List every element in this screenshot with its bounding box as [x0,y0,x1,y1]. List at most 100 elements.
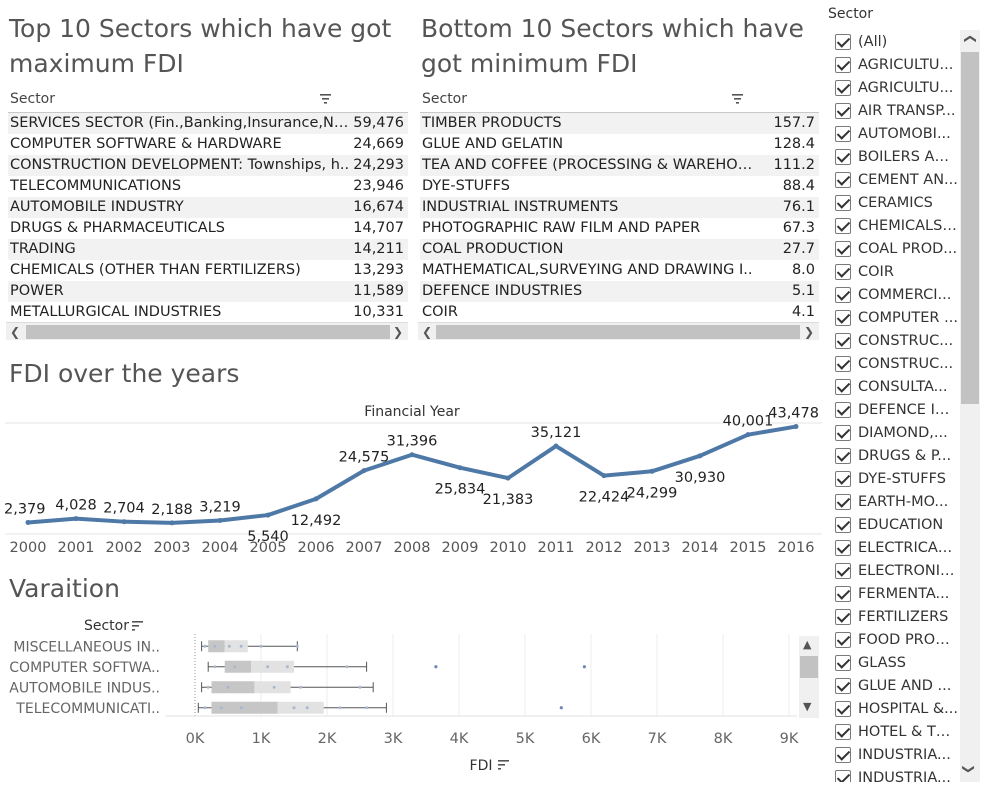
scroll-thumb[interactable] [26,325,390,339]
checkbox-checked-icon[interactable] [835,493,851,510]
sector-filter-item[interactable]: DIAMOND,... [832,421,960,444]
sector-filter-item[interactable]: AIR TRANSP... [832,99,960,122]
table-row[interactable]: AUTOMOBILE INDUSTRY 16,674 [8,197,408,218]
checkbox-checked-icon[interactable] [835,769,851,782]
table-row[interactable]: GLUE AND GELATIN 128.4 [420,134,819,155]
checkbox-checked-icon[interactable] [835,309,851,326]
table-row[interactable]: TELECOMMUNICATIONS 23,946 [8,176,408,197]
top-table-sector-header[interactable]: Sector [10,91,56,107]
table-row[interactable]: METALLURGICAL INDUSTRIES 10,331 [8,302,408,323]
checkbox-checked-icon[interactable] [835,470,851,487]
checkbox-checked-icon[interactable] [835,516,851,533]
scroll-down-icon[interactable]: ❯ [962,763,977,775]
sector-filter-item[interactable]: DEFENCE IN... [832,398,960,421]
table-row[interactable]: DYE-STUFFS 88.4 [420,176,819,197]
sector-filter-item[interactable]: ELECTRONICS [832,559,960,582]
sector-filter-item[interactable]: BOILERS AN... [832,145,960,168]
table-row[interactable]: POWER 11,589 [8,281,408,302]
sort-icon[interactable] [732,93,744,105]
sector-filter-item[interactable]: CONSULTA... [832,375,960,398]
checkbox-checked-icon[interactable] [835,378,851,395]
bottom-table-sector-header[interactable]: Sector [422,91,468,107]
sector-filter-item[interactable]: COIR [832,260,960,283]
table-row[interactable]: DEFENCE INDUSTRIES 5.1 [420,281,819,302]
checkbox-checked-icon[interactable] [835,608,851,625]
checkbox-checked-icon[interactable] [835,723,851,740]
sector-filter-item[interactable]: CONSTRUC... [832,352,960,375]
sector-filter-item[interactable]: CEMENT AN... [832,168,960,191]
table-row[interactable]: TIMBER PRODUCTS 157.7 [420,113,819,134]
sector-filter-item[interactable]: (All) [832,30,960,53]
top-table-hscroll[interactable]: ❮ ❯ [6,322,408,340]
checkbox-checked-icon[interactable] [835,654,851,671]
sector-filter-item[interactable]: AGRICULTU... [832,53,960,76]
checkbox-checked-icon[interactable] [835,677,851,694]
table-row[interactable]: CONSTRUCTION DEVELOPMENT: Townships, h..… [8,155,408,176]
sector-filter-item[interactable]: CERAMICS [832,191,960,214]
checkbox-checked-icon[interactable] [835,539,851,556]
sector-filter-item[interactable]: HOTEL & TO... [832,720,960,743]
sector-filter-item[interactable]: COMMERCI... [832,283,960,306]
sector-filter-item[interactable]: AGRICULTU... [832,76,960,99]
table-row[interactable]: CHEMICALS (OTHER THAN FERTILIZERS) 13,293 [8,260,408,281]
sort-icon[interactable] [320,93,332,105]
checkbox-checked-icon[interactable] [835,562,851,579]
checkbox-checked-icon[interactable] [835,240,851,257]
scroll-left-icon[interactable]: ❮ [422,325,433,339]
checkbox-checked-icon[interactable] [835,401,851,418]
checkbox-checked-icon[interactable] [835,286,851,303]
sector-filter-item[interactable]: AUTOMOBI... [832,122,960,145]
sector-filter-item[interactable]: ELECTRICAL... [832,536,960,559]
checkbox-checked-icon[interactable] [835,746,851,763]
sector-filter-item[interactable]: INDUSTRIA... [832,766,960,782]
scroll-up-icon[interactable]: ▲ [803,638,812,651]
sector-filter-item[interactable]: COAL PROD... [832,237,960,260]
sector-filter-item[interactable]: FOOD PROC... [832,628,960,651]
scroll-thumb[interactable] [800,656,818,678]
sector-filter-item[interactable]: FERTILIZERS [832,605,960,628]
sector-filter-item[interactable]: GLUE AND ... [832,674,960,697]
sector-filter-vscroll[interactable]: ❯ ❯ [960,30,980,782]
sector-filter-item[interactable]: COMPUTER ... [832,306,960,329]
checkbox-checked-icon[interactable] [835,194,851,211]
table-row[interactable]: INDUSTRIAL INSTRUMENTS 76.1 [420,197,819,218]
sector-filter-item[interactable]: HOSPITAL &... [832,697,960,720]
sector-filter-item[interactable]: CHEMICALS ... [832,214,960,237]
sector-filter-item[interactable]: INDUSTRIA... [832,743,960,766]
scroll-thumb[interactable] [961,52,979,404]
checkbox-checked-icon[interactable] [835,263,851,280]
checkbox-checked-icon[interactable] [835,171,851,188]
sector-filter-item[interactable]: FERMENTA... [832,582,960,605]
scroll-right-icon[interactable]: ❯ [803,325,814,339]
sector-filter-item[interactable]: DYE-STUFFS [832,467,960,490]
checkbox-checked-icon[interactable] [835,332,851,349]
checkbox-checked-icon[interactable] [835,56,851,73]
checkbox-checked-icon[interactable] [835,585,851,602]
bottom-table-hscroll[interactable]: ❮ ❯ [418,322,819,340]
sector-filter-item[interactable]: EDUCATION [832,513,960,536]
boxplot-vscroll[interactable]: ▲ ▼ [799,636,819,718]
checkbox-checked-icon[interactable] [835,33,851,50]
checkbox-checked-icon[interactable] [835,700,851,717]
sector-filter-item[interactable]: EARTH-MO... [832,490,960,513]
table-row[interactable]: MATHEMATICAL,SURVEYING AND DRAWING I.. 8.… [420,260,819,281]
table-row[interactable]: SERVICES SECTOR (Fin.,Banking,Insurance,… [8,113,408,134]
scroll-thumb[interactable] [436,325,800,339]
scroll-left-icon[interactable]: ❮ [10,325,21,339]
checkbox-checked-icon[interactable] [835,631,851,648]
table-row[interactable]: TRADING 14,211 [8,239,408,260]
table-row[interactable]: PHOTOGRAPHIC RAW FILM AND PAPER 67.3 [420,218,819,239]
scroll-down-icon[interactable]: ▼ [803,700,812,713]
table-row[interactable]: TEA AND COFFEE (PROCESSING & WAREHOUSI..… [420,155,819,176]
sector-filter-item[interactable]: CONSTRUC... [832,329,960,352]
checkbox-checked-icon[interactable] [835,102,851,119]
table-row[interactable]: DRUGS & PHARMACEUTICALS 14,707 [8,218,408,239]
sector-filter-item[interactable]: GLASS [832,651,960,674]
table-row[interactable]: COMPUTER SOFTWARE & HARDWARE 24,669 [8,134,408,155]
table-row[interactable]: COIR 4.1 [420,302,819,323]
checkbox-checked-icon[interactable] [835,424,851,441]
checkbox-checked-icon[interactable] [835,148,851,165]
checkbox-checked-icon[interactable] [835,217,851,234]
table-row[interactable]: COAL PRODUCTION 27.7 [420,239,819,260]
checkbox-checked-icon[interactable] [835,125,851,142]
